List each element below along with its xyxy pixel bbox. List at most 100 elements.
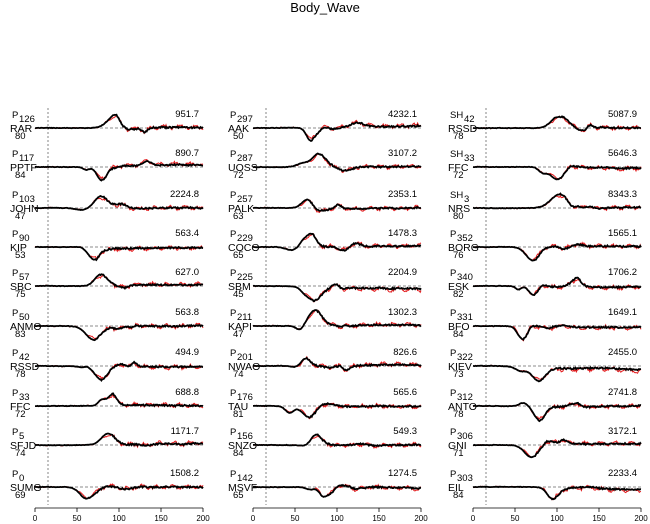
phase-label: P xyxy=(12,110,18,121)
observed-waveform xyxy=(252,198,422,212)
distance-label: 76 xyxy=(453,250,464,261)
azimuth-label: 50 xyxy=(19,312,30,323)
amplitude-label: 1171.7 xyxy=(171,426,199,437)
amplitude-label: 1302.3 xyxy=(388,307,417,318)
azimuth-label: 257 xyxy=(237,194,253,205)
azimuth-label: 331 xyxy=(457,312,473,323)
observed-waveform xyxy=(34,113,204,134)
azimuth-label: 229 xyxy=(237,233,253,244)
station-label: AAK xyxy=(228,123,249,135)
phase-label: P xyxy=(12,427,18,438)
x-axis: 0 50 100 150 200 xyxy=(251,507,428,523)
distance-label: 73 xyxy=(453,369,464,380)
station-label: MSVF xyxy=(228,482,257,494)
observed-waveform xyxy=(252,152,422,172)
x-tick-label: 0 xyxy=(251,514,256,523)
station-label: SNZO xyxy=(228,440,257,452)
station-label: KIP xyxy=(10,242,27,254)
amplitude-label: 8343.3 xyxy=(608,189,637,200)
observed-waveform xyxy=(35,360,203,383)
amplitude-label: 2233.4 xyxy=(608,468,637,479)
amplitude-label: 563.8 xyxy=(175,307,199,318)
amplitude-label: 2353.1 xyxy=(388,189,417,200)
distance-label: 82 xyxy=(453,289,464,300)
azimuth-label: 33 xyxy=(464,153,475,164)
azimuth-label: 176 xyxy=(237,392,253,403)
azimuth-label: 142 xyxy=(237,473,253,484)
station-label: NRS xyxy=(448,203,470,215)
station-label: BORG xyxy=(448,242,479,254)
observed-waveform xyxy=(34,432,204,447)
observed-waveform xyxy=(472,192,642,210)
station-label: FFC xyxy=(10,401,31,413)
distance-label: 53 xyxy=(15,250,26,261)
observed-waveform xyxy=(252,232,422,252)
phase-label: P xyxy=(230,229,236,240)
x-tick-label: 100 xyxy=(112,514,126,523)
station-label: BFO xyxy=(448,321,470,333)
distance-label: 71 xyxy=(453,448,464,459)
observed-waveform xyxy=(34,273,204,290)
distance-label: 63 xyxy=(233,211,244,222)
amplitude-label: 1478.3 xyxy=(388,228,417,239)
phase-label: P xyxy=(230,110,236,121)
amplitude-label: 826.6 xyxy=(393,347,417,358)
azimuth-label: 117 xyxy=(19,153,34,164)
phase-label: P xyxy=(12,229,18,240)
azimuth-label: 42 xyxy=(464,114,475,125)
distance-label: 72 xyxy=(233,170,244,181)
phase-label: P xyxy=(12,190,18,201)
azimuth-label: 340 xyxy=(457,272,473,283)
phase-label: P xyxy=(12,308,18,319)
phase-label: P xyxy=(12,149,18,160)
observed-waveform xyxy=(34,160,204,182)
station-label: EIL xyxy=(448,482,464,494)
azimuth-label: 57 xyxy=(19,272,30,283)
amplitude-label: 1274.5 xyxy=(388,468,417,479)
station-label: UOSS xyxy=(228,162,258,174)
distance-label: 74 xyxy=(15,448,26,459)
x-tick-label: 200 xyxy=(196,514,210,523)
station-label: KAPI xyxy=(228,321,252,333)
phase-label: P xyxy=(230,388,236,399)
amplitude-label: 5646.3 xyxy=(608,148,637,159)
amplitude-label: 549.3 xyxy=(393,426,417,437)
x-tick-label: 200 xyxy=(634,514,648,523)
x-tick-label: 50 xyxy=(73,514,82,523)
observed-waveform xyxy=(472,485,642,501)
azimuth-label: 303 xyxy=(457,473,473,484)
phase-label: SH xyxy=(450,110,463,121)
azimuth-label: 0 xyxy=(19,473,24,484)
station-label: SFJD xyxy=(10,440,37,452)
azimuth-label: 156 xyxy=(237,431,253,442)
phase-label: P xyxy=(12,388,18,399)
x-axis: 0 50 100 150 200 xyxy=(33,507,210,523)
observed-waveform xyxy=(252,309,422,331)
station-label: SBC xyxy=(10,281,32,293)
station-label: PALK xyxy=(228,203,254,215)
amplitude-label: 2204.9 xyxy=(388,267,417,278)
distance-label: 84 xyxy=(453,490,464,501)
amplitude-label: 688.8 xyxy=(175,387,199,398)
phase-label: P xyxy=(230,427,236,438)
amplitude-label: 1649.1 xyxy=(608,307,637,318)
station-label: KIEV xyxy=(448,361,472,373)
azimuth-label: 211 xyxy=(237,312,252,323)
distance-label: 84 xyxy=(233,448,244,459)
observed-waveform xyxy=(253,483,421,498)
observed-waveform xyxy=(253,401,422,419)
